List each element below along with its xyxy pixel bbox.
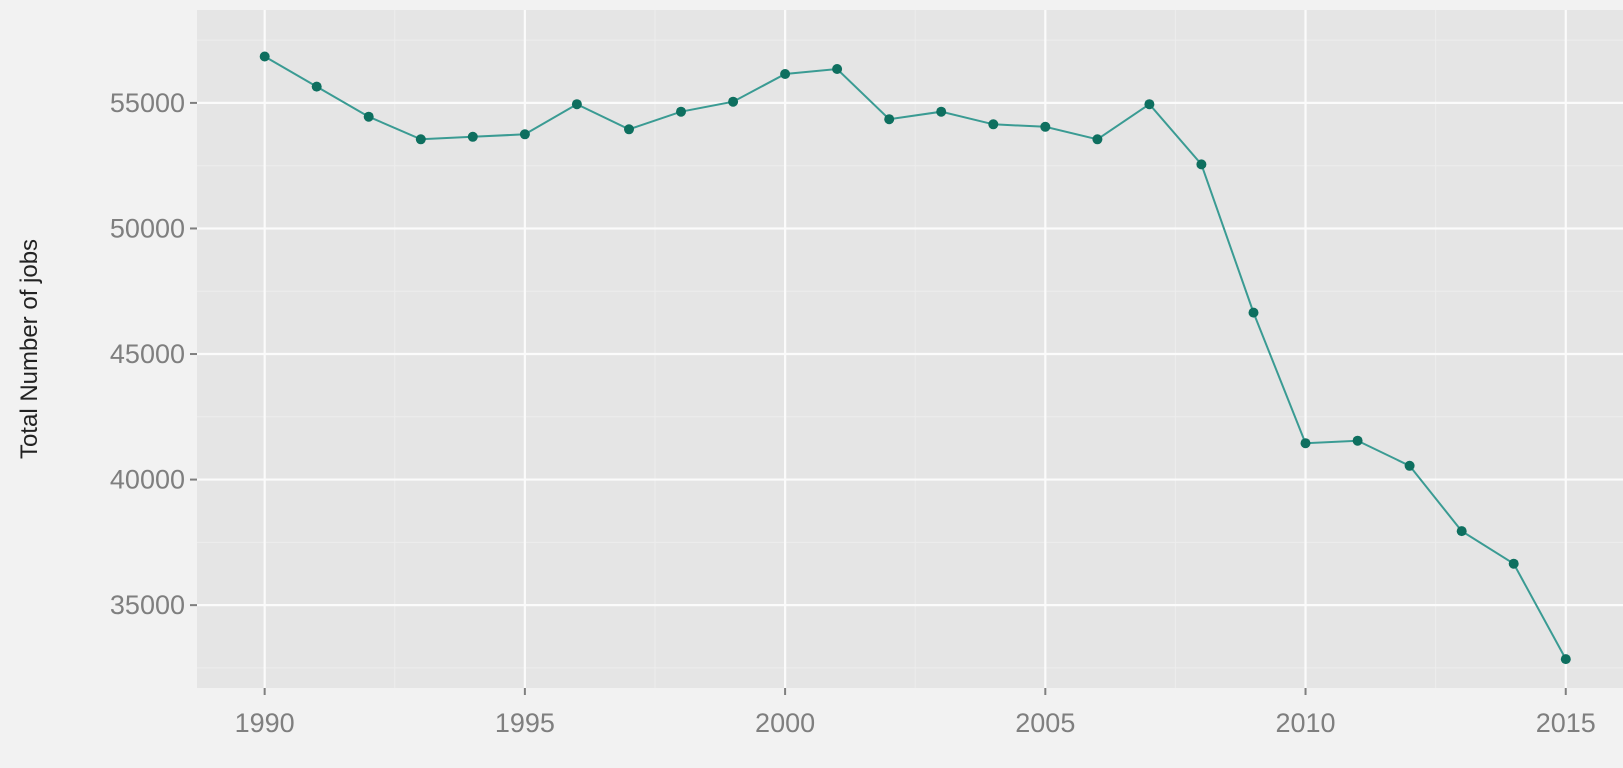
data-point (363, 111, 374, 122)
data-point (1248, 307, 1259, 318)
minor-gridlines (197, 10, 1623, 688)
data-point (1092, 134, 1103, 145)
y-tick-label: 45000 (110, 339, 185, 369)
x-tick-label: 2010 (1275, 708, 1335, 738)
data-point (832, 64, 843, 74)
data-point (1144, 99, 1155, 110)
major-gridlines (197, 10, 1623, 688)
data-point (988, 119, 999, 130)
data-point (311, 81, 322, 92)
x-tick-label: 1990 (235, 708, 295, 738)
series-group (259, 51, 1571, 665)
data-point (1196, 159, 1207, 170)
data-point (571, 99, 582, 110)
data-point (1040, 121, 1051, 132)
axis-ticks (190, 101, 1567, 695)
data-point (1352, 435, 1363, 446)
data-point (1300, 438, 1311, 449)
data-point (1404, 460, 1415, 471)
y-tick-label: 50000 (110, 213, 185, 243)
y-tick-label: 55000 (110, 88, 185, 118)
data-point (676, 106, 686, 117)
x-tick-label: 1995 (495, 708, 555, 738)
data-point (467, 131, 478, 142)
data-point (780, 69, 791, 79)
y-tick-label: 40000 (110, 465, 185, 495)
x-tick-label: 2015 (1536, 708, 1596, 738)
data-point (1560, 654, 1571, 665)
plot-panel (197, 10, 1623, 688)
data-point (728, 96, 739, 107)
series-line (264, 55, 1567, 660)
data-point (1456, 526, 1467, 537)
data-point (259, 51, 270, 62)
data-point (624, 124, 634, 135)
data-point (884, 114, 895, 125)
data-point (1508, 558, 1519, 569)
data-point (936, 106, 947, 117)
y-tick-label: 35000 (110, 590, 185, 620)
data-point (519, 129, 530, 140)
data-point (415, 134, 426, 145)
y-axis-title: Total Number of jobs (16, 239, 43, 459)
x-axis-tick-labels: 1990 1995 2000 2005 2010 2015 (235, 708, 1596, 738)
x-tick-label: 2000 (755, 708, 815, 738)
y-axis-tick-labels: 35000 40000 45000 50000 55000 (110, 88, 185, 620)
x-tick-label: 2005 (1015, 708, 1075, 738)
